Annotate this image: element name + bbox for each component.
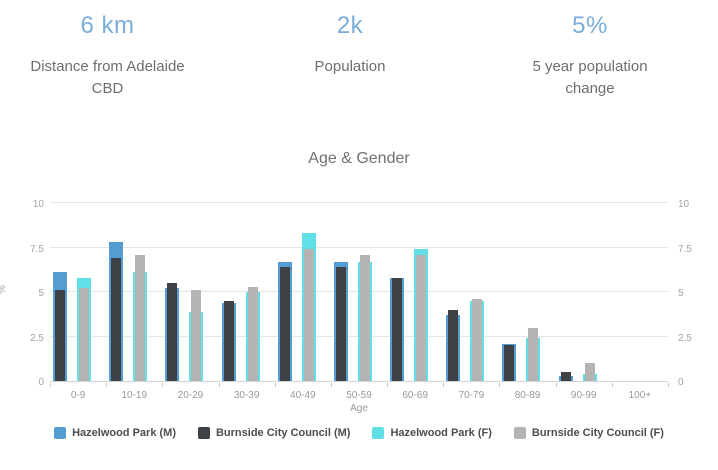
x-tick-mark bbox=[330, 383, 332, 387]
x-category-label-70-79: 70-79 bbox=[458, 390, 485, 401]
stat-distance: 6 km Distance from Adelaide CBD bbox=[10, 12, 205, 100]
stat-label: Population bbox=[314, 58, 386, 75]
bar-burnside-city-council-f-80-89[interactable] bbox=[528, 327, 539, 381]
x-tick-mark bbox=[106, 383, 108, 387]
x-category-label-100+: 100+ bbox=[628, 390, 652, 401]
x-tick-mark bbox=[162, 383, 164, 387]
legend-swatch-icon bbox=[372, 427, 385, 439]
x-category-label-20-29: 20-29 bbox=[177, 390, 204, 401]
stat-population: 2k Population bbox=[255, 12, 445, 78]
x-tick-mark bbox=[443, 383, 445, 387]
bar-burnside-city-council-m-90-99[interactable] bbox=[560, 372, 571, 381]
bar-burnside-city-council-f-60-69[interactable] bbox=[416, 254, 427, 381]
x-tick-mark bbox=[218, 383, 220, 387]
x-category-label-50-59: 50-59 bbox=[346, 390, 372, 401]
y-tick-right-5: 5 bbox=[678, 288, 684, 299]
legend-swatch-icon bbox=[197, 427, 210, 439]
legend-label: Hazelwood Park (F) bbox=[390, 427, 492, 439]
bar-burnside-city-council-m-0-9[interactable] bbox=[55, 290, 65, 381]
x-tick-mark bbox=[611, 383, 613, 387]
legend-swatch-icon bbox=[513, 427, 526, 439]
x-axis-title: Age bbox=[350, 403, 368, 414]
bar-burnside-city-council-f-90-99[interactable] bbox=[584, 363, 595, 381]
y-tick-right-0: 0 bbox=[678, 377, 684, 388]
stat-label: 5 year population change bbox=[532, 58, 648, 97]
y-tick-right-2.5: 2.5 bbox=[678, 332, 692, 344]
bar-burnside-city-council-m-50-59[interactable] bbox=[335, 267, 346, 381]
y-tick-right-7.5: 7.5 bbox=[678, 243, 692, 255]
x-category-label-10-19: 10-19 bbox=[121, 390, 148, 401]
stat-value: 2k bbox=[336, 12, 364, 39]
y-tick-left-0: 0 bbox=[38, 377, 44, 388]
bar-burnside-city-council-m-70-79[interactable] bbox=[448, 309, 459, 381]
stat-label: Distance from Adelaide CBD bbox=[30, 58, 185, 97]
stat-population-change: 5% 5 year population change bbox=[495, 12, 685, 100]
legend-swatch-icon bbox=[54, 427, 67, 439]
x-category-label-40-49: 40-49 bbox=[290, 390, 316, 401]
bar-burnside-city-council-m-80-89[interactable] bbox=[504, 345, 515, 381]
bar-burnside-city-council-f-50-59[interactable] bbox=[359, 254, 370, 381]
x-tick-mark bbox=[555, 383, 557, 387]
bar-burnside-city-council-m-20-29[interactable] bbox=[167, 283, 178, 381]
y-axis-title: % bbox=[0, 285, 8, 294]
bar-burnside-city-council-m-40-49[interactable] bbox=[279, 267, 290, 381]
y-tick-left-10: 10 bbox=[32, 199, 44, 210]
x-category-label-90-99: 90-99 bbox=[570, 390, 597, 401]
legend-label: Burnside City Council (F) bbox=[531, 427, 664, 439]
x-tick-mark bbox=[668, 383, 669, 387]
x-tick-mark bbox=[387, 383, 389, 387]
legend-item-hazelwood-park-m[interactable]: Hazelwood Park (M) bbox=[54, 427, 176, 439]
bar-burnside-city-council-f-40-49[interactable] bbox=[303, 249, 314, 381]
x-tick-mark bbox=[499, 383, 501, 387]
x-tick-mark bbox=[50, 383, 51, 387]
x-tick-mark bbox=[274, 383, 276, 387]
bar-burnside-city-council-m-30-39[interactable] bbox=[223, 300, 234, 381]
bar-burnside-city-council-m-10-19[interactable] bbox=[111, 258, 122, 381]
bar-burnside-city-council-f-10-19[interactable] bbox=[135, 254, 146, 381]
legend-item-burnside-city-council-f[interactable]: Burnside City Council (F) bbox=[513, 427, 664, 439]
y-tick-left-2.5: 2.5 bbox=[30, 332, 44, 344]
bar-burnside-city-council-m-60-69[interactable] bbox=[392, 277, 403, 381]
bar-burnside-city-council-f-70-79[interactable] bbox=[472, 299, 483, 381]
stat-value: 6 km bbox=[80, 12, 135, 39]
y-tick-left-7.5: 7.5 bbox=[30, 243, 44, 255]
legend-item-burnside-city-council-m[interactable]: Burnside City Council (M) bbox=[197, 427, 351, 439]
legend-item-hazelwood-park-f[interactable]: Hazelwood Park (F) bbox=[372, 427, 492, 439]
gridline-10 bbox=[50, 202, 668, 203]
stat-value: 5% bbox=[572, 12, 608, 39]
y-tick-right-10: 10 bbox=[678, 199, 690, 210]
chart-title: Age & Gender bbox=[308, 150, 410, 167]
age-gender-chart-plot-area bbox=[50, 202, 668, 382]
bar-burnside-city-council-f-20-29[interactable] bbox=[191, 290, 202, 381]
gridline-7.5 bbox=[50, 246, 668, 248]
bar-burnside-city-council-f-0-9[interactable] bbox=[79, 288, 89, 381]
x-category-label-80-89: 80-89 bbox=[514, 390, 541, 401]
chart-legend: Hazelwood Park (M) Burnside City Council … bbox=[0, 427, 718, 439]
x-category-label-0-9: 0-9 bbox=[70, 390, 86, 401]
x-category-label-30-39: 30-39 bbox=[233, 390, 260, 401]
y-tick-left-5: 5 bbox=[38, 288, 44, 299]
bar-burnside-city-council-f-30-39[interactable] bbox=[247, 286, 258, 381]
legend-label: Hazelwood Park (M) bbox=[72, 427, 176, 439]
x-category-label-60-69: 60-69 bbox=[402, 390, 428, 401]
legend-label: Burnside City Council (M) bbox=[215, 427, 351, 439]
